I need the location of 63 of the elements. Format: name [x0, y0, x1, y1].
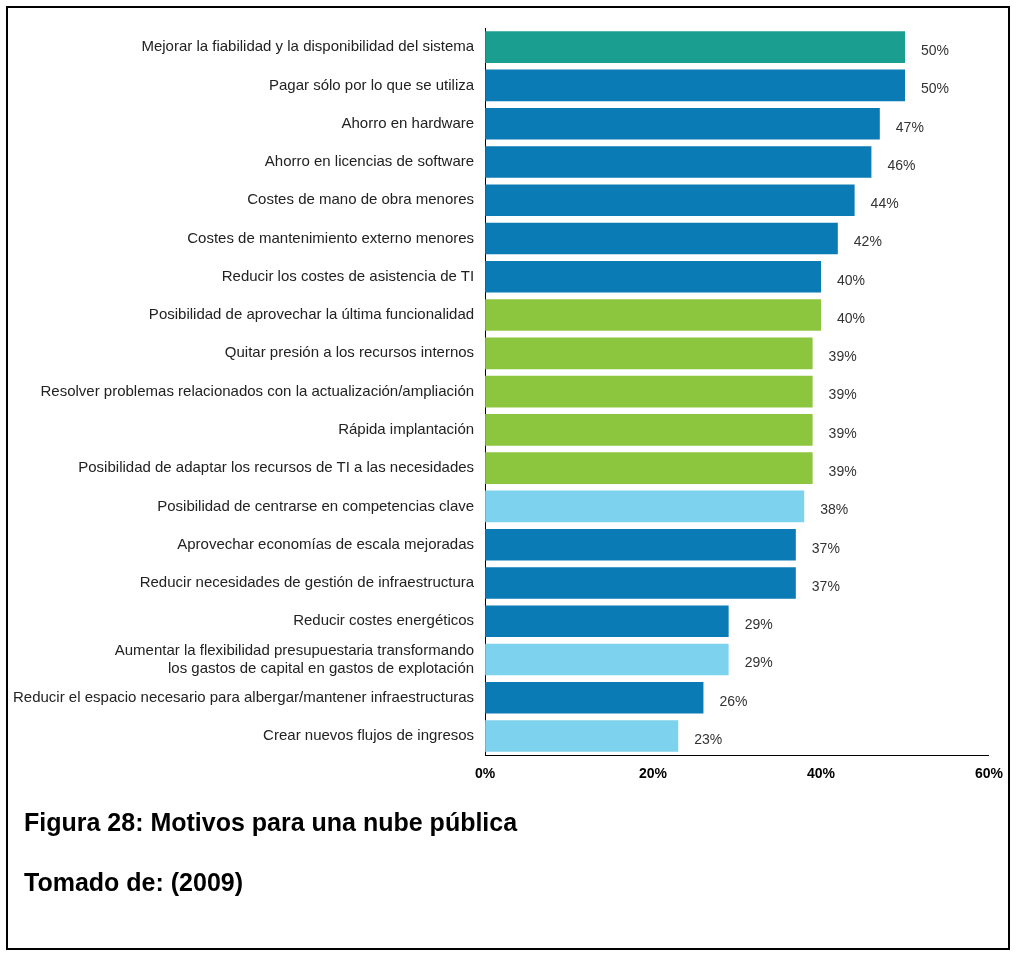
bar: [485, 452, 813, 484]
y-tick-label: Ahorro en licencias de software: [264, 152, 475, 170]
data-label: 47%: [895, 118, 924, 135]
y-tick-label: Costes de mantenimiento externo menores: [187, 228, 475, 246]
bar: [485, 605, 729, 638]
data-label: 39%: [828, 463, 857, 480]
data-label: 39%: [828, 424, 857, 441]
y-tick-label: Aprovechar economías de escala mejoradas: [177, 534, 475, 552]
data-label: 37%: [811, 577, 840, 594]
text: Tomado de: (2009): [24, 868, 244, 897]
bar: [485, 720, 679, 752]
bar: [485, 414, 813, 446]
y-tick-label: Posibilidad de aprovechar la última funcionalidad: [148, 305, 475, 323]
data-label: 38%: [820, 501, 849, 518]
bar: [485, 222, 838, 255]
data-label: 50%: [921, 42, 950, 58]
data-label: 39%: [828, 386, 857, 403]
data-label: 40%: [837, 271, 866, 288]
y-tick-label: Rápida implantación: [338, 420, 475, 438]
data-label: 46%: [887, 156, 916, 173]
y-tick-label: Pagar sólo por lo que se utiliza: [268, 75, 475, 93]
data-label: 50%: [921, 80, 950, 97]
data-label: 39%: [828, 348, 857, 365]
bar: [485, 375, 813, 408]
data-label: 44%: [870, 195, 899, 212]
bar: [485, 184, 855, 217]
y-tick-label: Resolver problemas relacionados con la actualización/ampliación: [40, 381, 475, 399]
data-label: 40%: [837, 309, 866, 326]
data-label: 23%: [694, 730, 723, 747]
y-tick-label: Costes de mano de obra menores: [247, 190, 475, 208]
y-tick-label: Reducir los costes de asistencia de TI: [221, 266, 475, 284]
bar: [485, 260, 822, 293]
data-label: 37%: [811, 539, 840, 556]
y-tick-label: Reducir necesidades de gestión de infraestructura: [139, 573, 475, 591]
y-tick-label: Aumentar la flexibilidad presupuestaria transformando los gastos de capital en gastos de explotación: [114, 640, 475, 676]
data-label: 29%: [744, 654, 773, 671]
y-tick-label: Mejorar la fiabilidad y la disponibilidad del sistema: [141, 37, 475, 55]
y-tick-label: Ahorro en hardware: [341, 113, 475, 131]
bar: [485, 490, 805, 523]
bar: [485, 528, 796, 561]
data-label: 26%: [719, 692, 748, 709]
y-tick-label: Reducir costes energéticos: [293, 611, 475, 629]
y-tick-label: Posibilidad de centrarse en competencias clave: [157, 496, 475, 514]
data-label: 29%: [744, 616, 773, 633]
bar: [485, 31, 905, 63]
bar: [485, 337, 813, 370]
bar: [485, 299, 822, 331]
x-tick-label: 60%: [974, 765, 1004, 782]
x-tick-label: 0%: [474, 765, 496, 782]
y-tick-label: Crear nuevos flujos de ingresos: [263, 726, 475, 744]
data-label: 42%: [853, 233, 882, 250]
x-tick-label: 40%: [807, 765, 836, 782]
y-tick-label: Quitar presión a los recursos internos: [224, 343, 475, 361]
bar: [485, 107, 880, 140]
bar: [485, 146, 872, 178]
bar: [485, 643, 729, 676]
y-tick-label: Reducir el espacio necesario para albergar/mantener infraestructuras: [13, 687, 475, 705]
bar: [485, 681, 704, 714]
text: Figura 28: Motivos para una nube pública: [24, 808, 518, 837]
bar: [485, 567, 796, 599]
x-tick-label: 20%: [639, 765, 668, 782]
bar: [485, 69, 905, 102]
y-tick-label: Posibilidad de adaptar los recursos de TI a las necesidades: [78, 458, 475, 476]
